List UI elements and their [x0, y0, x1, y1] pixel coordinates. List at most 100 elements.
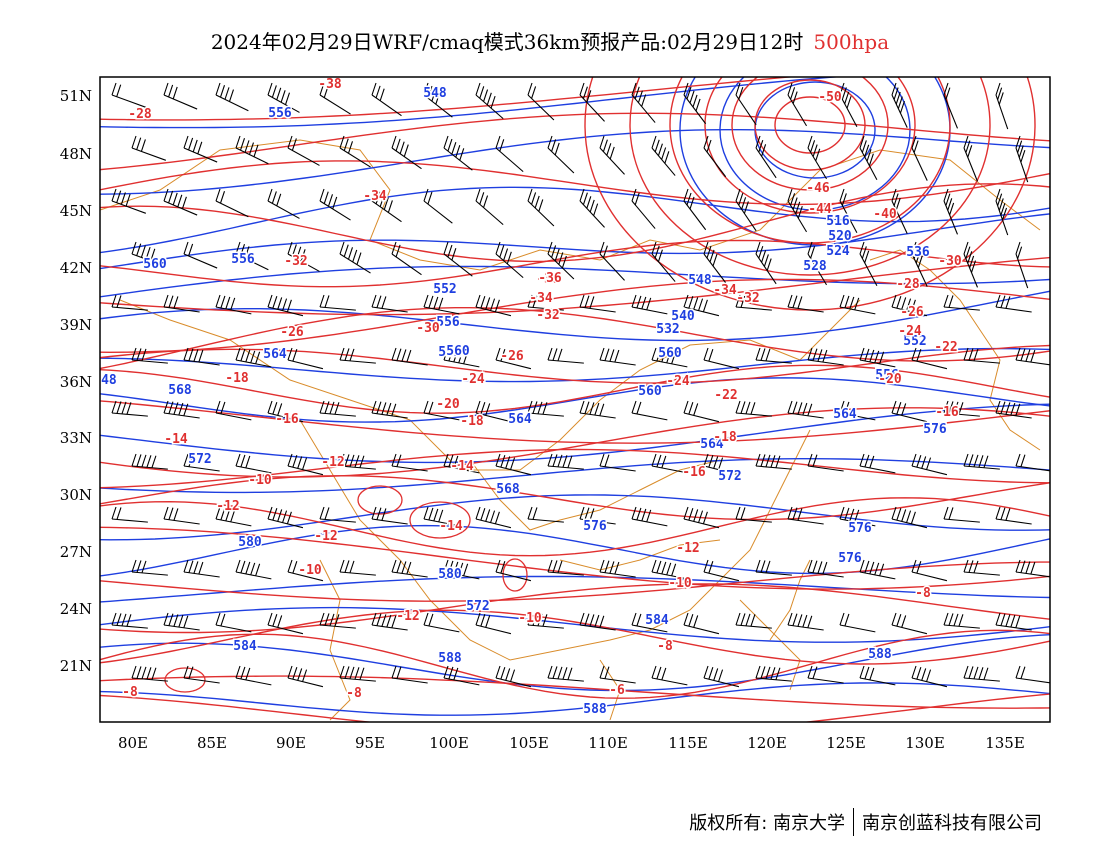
wind-barb-staff	[319, 412, 356, 417]
wind-barb-feather	[163, 82, 169, 96]
wind-barb-staff	[755, 677, 792, 682]
temperature-contour	[502, 558, 528, 592]
wind-barb-feather	[463, 563, 469, 576]
wind-barb-staff	[215, 94, 249, 112]
wind-barb-feather	[495, 559, 501, 573]
footer-copyright: 版权所有: 南京大学 南京创蓝科技有限公司	[689, 808, 1042, 836]
wind-barb-feather	[562, 667, 568, 680]
wind-barb-feather	[1010, 402, 1016, 416]
temperature-label: -34	[529, 291, 553, 306]
wind-barb-feather	[817, 349, 823, 362]
wind-barb-staff	[1015, 359, 1050, 366]
wind-barb-staff	[859, 465, 896, 474]
wind-barb-feather	[911, 453, 917, 467]
wind-barb-feather	[359, 455, 365, 468]
wind-barb-feather	[354, 667, 360, 680]
wind-barb-staff	[215, 200, 249, 218]
wind-barb	[755, 665, 792, 682]
wind-barb-feather	[864, 560, 870, 574]
wind-barb-feather	[983, 455, 989, 468]
temperature-contour	[100, 448, 1050, 489]
wind-barb-feather	[131, 135, 137, 149]
wind-barb	[131, 559, 168, 576]
wind-barb-feather	[396, 560, 402, 573]
wind-barb-feather	[141, 348, 147, 362]
wind-barb	[443, 665, 480, 686]
wind-barb-feather	[381, 402, 387, 415]
wind-barb	[911, 559, 948, 582]
wind-barb-staff	[183, 465, 220, 472]
wind-barb-feather	[846, 96, 852, 109]
wind-barb-feather	[339, 665, 345, 679]
wind-barb	[891, 82, 908, 128]
wind-barb	[755, 559, 792, 576]
wind-barb-feather	[391, 453, 397, 467]
wind-barb-feather	[702, 299, 708, 313]
wind-barb	[1015, 241, 1029, 289]
wind-barb-feather	[802, 402, 808, 416]
wind-barb-feather	[485, 403, 491, 416]
wind-barb-feather	[671, 563, 677, 576]
temperature-label: -26	[900, 305, 924, 320]
temperature-label: -12	[676, 541, 699, 556]
wind-barb-feather	[1015, 347, 1021, 361]
wind-barb-feather	[760, 454, 766, 467]
wind-barb-staff	[443, 677, 480, 686]
wind-barb-staff	[703, 253, 727, 284]
wind-barb-staff	[787, 518, 824, 525]
wind-barb-feather	[151, 455, 157, 468]
wind-barb-feather	[586, 196, 592, 209]
lon-tick-label: 105E	[509, 734, 549, 752]
wind-barb	[943, 400, 980, 417]
wind-barb-feather	[913, 246, 919, 259]
wind-barb	[547, 453, 584, 470]
wind-barb-feather	[198, 561, 204, 575]
wind-barb-feather	[443, 453, 449, 467]
wind-barb	[943, 506, 980, 523]
wind-barb-feather	[291, 138, 297, 151]
wind-barb-feather	[537, 613, 543, 627]
wind-barb-feather	[770, 667, 776, 680]
wind-barb-feather	[703, 665, 709, 679]
wind-barb-feather	[911, 241, 917, 255]
height-label: 560	[143, 257, 167, 272]
wind-barb-feather	[554, 248, 560, 262]
wind-barb-feather	[339, 453, 345, 467]
wind-barb	[391, 559, 428, 578]
temperature-contour	[100, 256, 1050, 316]
wind-barb-staff	[1015, 147, 1029, 183]
wind-barb-staff	[443, 571, 480, 580]
wind-barb	[371, 188, 402, 223]
temperature-contour	[754, 79, 866, 171]
wind-barb-staff	[943, 306, 980, 311]
wind-barb-feather	[427, 85, 433, 99]
wind-barb-feather	[864, 348, 870, 362]
wind-barb-feather	[708, 455, 714, 468]
wind-barb-staff	[995, 412, 1032, 419]
wind-barb	[807, 241, 828, 286]
wind-barb-staff	[943, 412, 980, 417]
wind-barb-feather	[443, 665, 449, 679]
wind-barb-feather	[552, 454, 558, 467]
border-line	[319, 559, 351, 721]
height-label: 576	[848, 521, 872, 536]
wind-barb-staff	[891, 518, 928, 529]
wind-barb-feather	[558, 252, 564, 265]
wind-barb-feather	[807, 559, 813, 573]
wind-barb-feather	[443, 559, 449, 573]
wind-barb	[423, 188, 453, 224]
wind-barb	[319, 294, 356, 311]
wind-barb-feather	[683, 82, 689, 96]
wind-barb-feather	[235, 347, 241, 361]
wind-barb	[391, 241, 422, 276]
wind-barb-feather	[480, 296, 486, 309]
wind-barb	[787, 400, 824, 419]
wind-barb-staff	[891, 412, 928, 423]
wind-barb-feather	[344, 454, 350, 467]
wind-barb-feather	[567, 455, 573, 468]
wind-barb-feather	[864, 250, 870, 264]
wind-barb-feather	[433, 508, 439, 522]
wind-barb-feather	[874, 562, 880, 576]
wind-barb-feather	[244, 246, 250, 259]
wind-barb-feather	[879, 351, 885, 364]
